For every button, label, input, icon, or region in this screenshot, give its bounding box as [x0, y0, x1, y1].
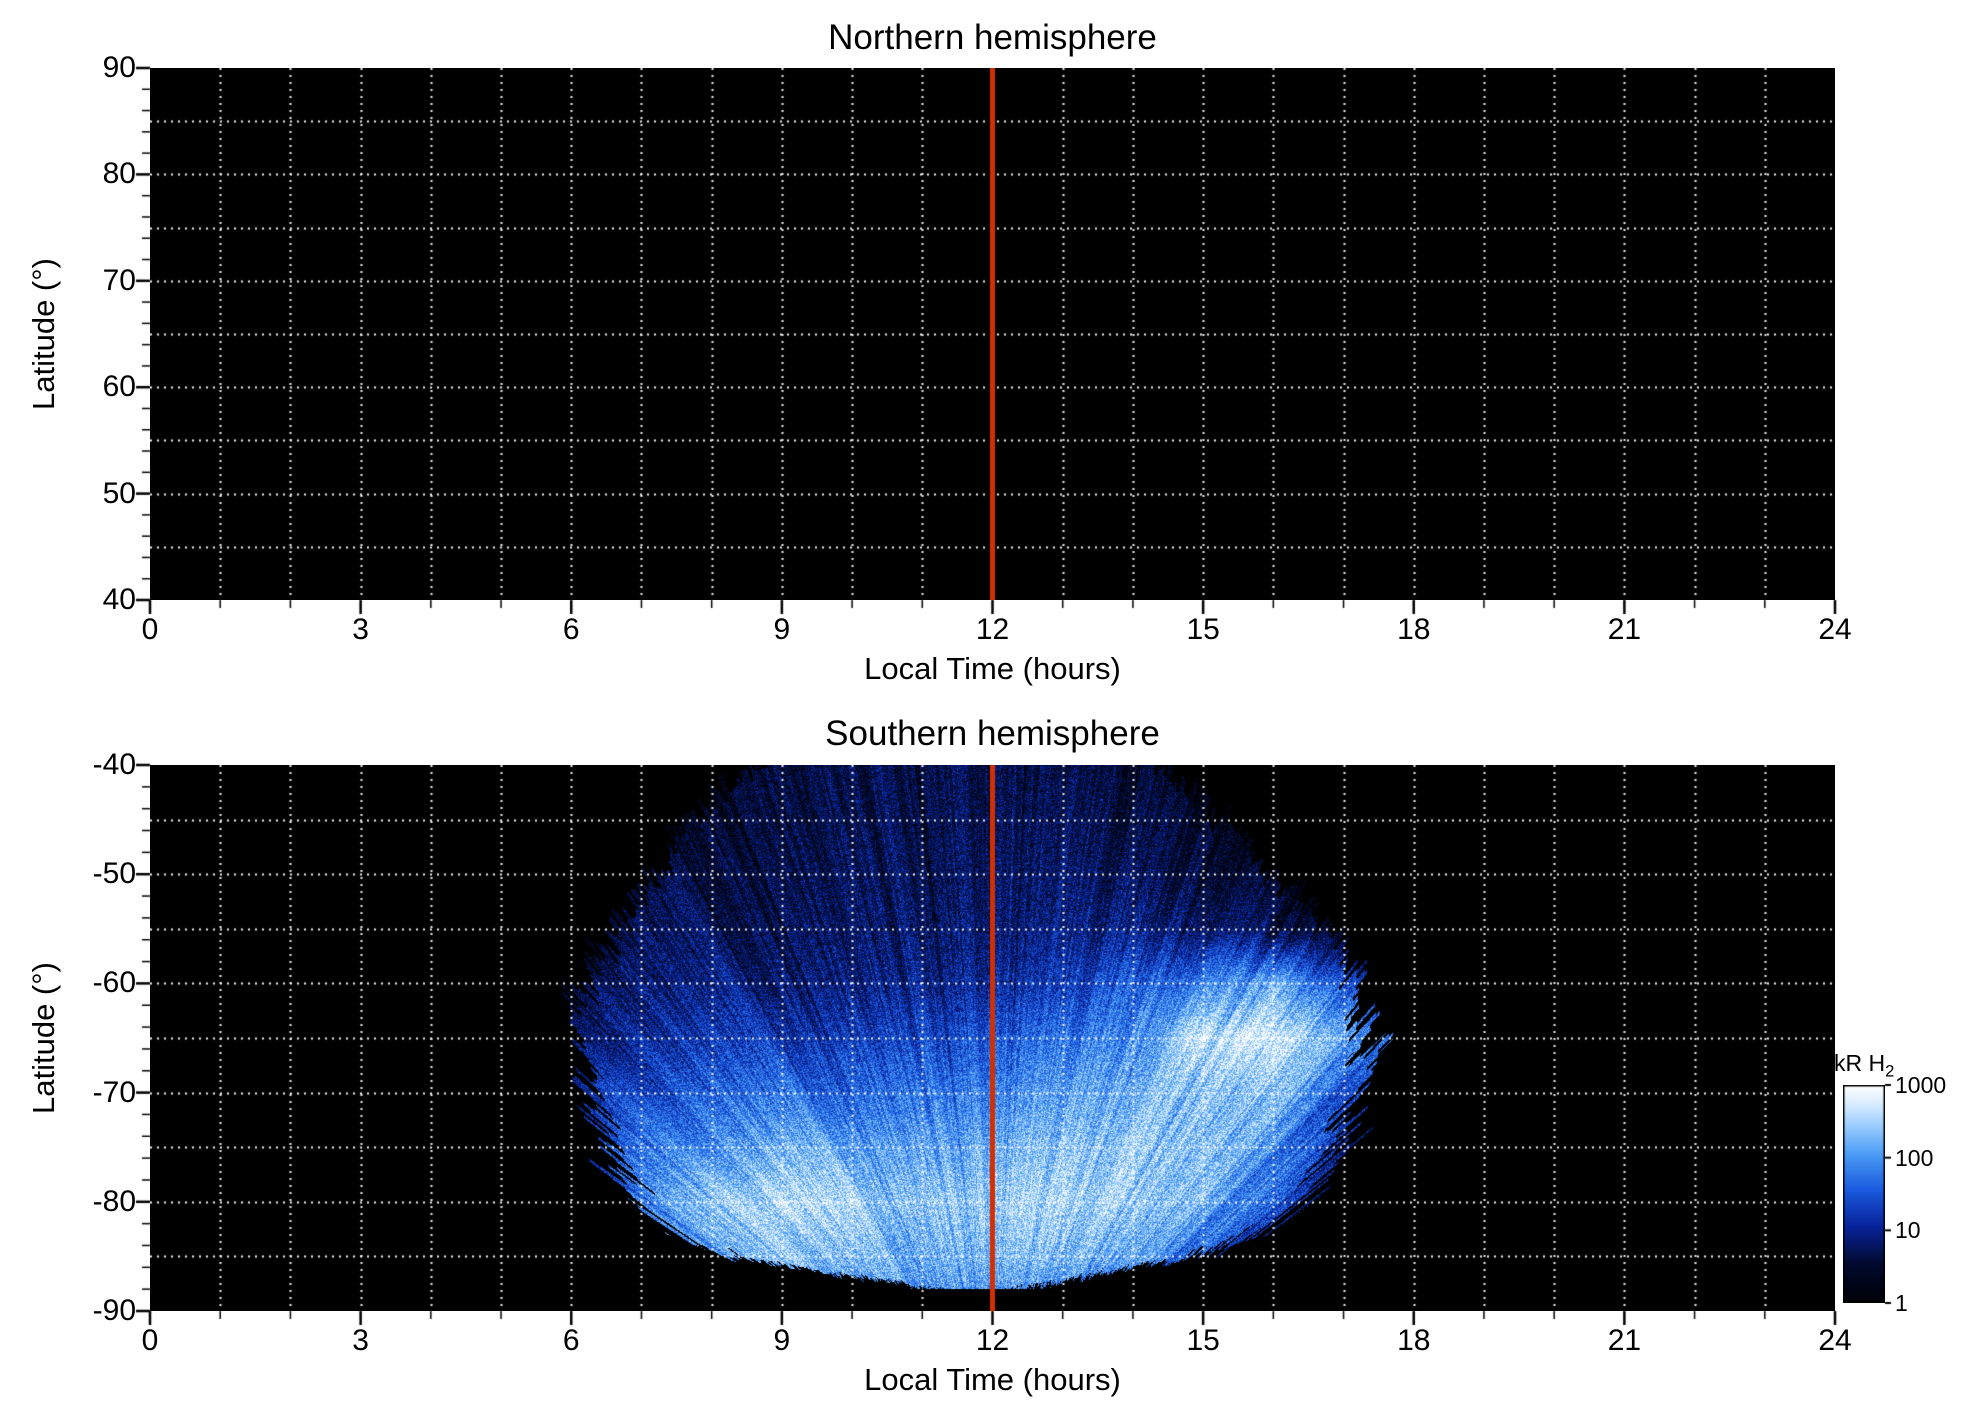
x-tick-label: 6: [562, 1324, 580, 1357]
y-tick-label: 40: [102, 583, 136, 616]
x-tick-label: 24: [1818, 1324, 1852, 1357]
x-tick-label: 0: [141, 613, 159, 646]
north-heatmap-canvas: [150, 68, 1835, 600]
colorbar-tick-label: 1: [1895, 1290, 1908, 1316]
x-tick-label: 12: [975, 613, 1010, 646]
x-tick-label: 9: [773, 1324, 791, 1357]
y-tick-label: 50: [102, 476, 136, 510]
x-tick-label: 18: [1397, 613, 1431, 646]
y-tick-label: -80: [92, 1184, 136, 1218]
x-tick-label: 0: [141, 1324, 159, 1357]
y-tick-label: -90: [92, 1294, 136, 1327]
x-tick-label: 12: [975, 1324, 1010, 1357]
colorbar-title: kR H2: [1834, 1050, 1894, 1082]
colorbar-tick-label: 10: [1895, 1217, 1921, 1244]
x-tick-label: 3: [352, 613, 369, 646]
y-tick-label: -40: [92, 748, 136, 781]
y-tick-label: 80: [102, 157, 136, 191]
colorbar-tick-label: 1000: [1895, 1072, 1947, 1098]
north-x-axis-label: Local Time (hours): [864, 651, 1121, 686]
y-tick-label: -50: [92, 857, 136, 891]
x-tick-label: 18: [1397, 1324, 1431, 1357]
colorbar-tick-label: 100: [1895, 1144, 1934, 1171]
colorbar-title-subscript: 2: [1885, 1061, 1895, 1081]
x-tick-label: 21: [1607, 613, 1642, 646]
x-tick-label: 24: [1818, 613, 1852, 646]
x-tick-label: 9: [773, 613, 791, 646]
x-tick-label: 15: [1186, 1324, 1220, 1357]
x-tick-label: 6: [562, 613, 580, 646]
x-tick-label: 3: [352, 1324, 369, 1357]
colorbar-title-text: kR H: [1834, 1050, 1886, 1076]
south-heatmap-canvas: [150, 765, 1835, 1311]
north-panel-title: Northern hemisphere: [828, 18, 1157, 57]
x-tick-label: 21: [1607, 1324, 1642, 1357]
y-tick-label: -70: [92, 1075, 136, 1109]
y-tick-label: -60: [92, 966, 136, 1000]
south-x-axis-label: Local Time (hours): [864, 1362, 1121, 1397]
y-tick-label: 60: [102, 370, 136, 404]
x-tick-label: 15: [1186, 613, 1220, 646]
y-tick-label: 70: [102, 263, 136, 297]
colorbar: [1843, 1085, 1885, 1303]
y-tick-label: 90: [102, 51, 136, 84]
south-panel-title: Southern hemisphere: [825, 714, 1160, 753]
